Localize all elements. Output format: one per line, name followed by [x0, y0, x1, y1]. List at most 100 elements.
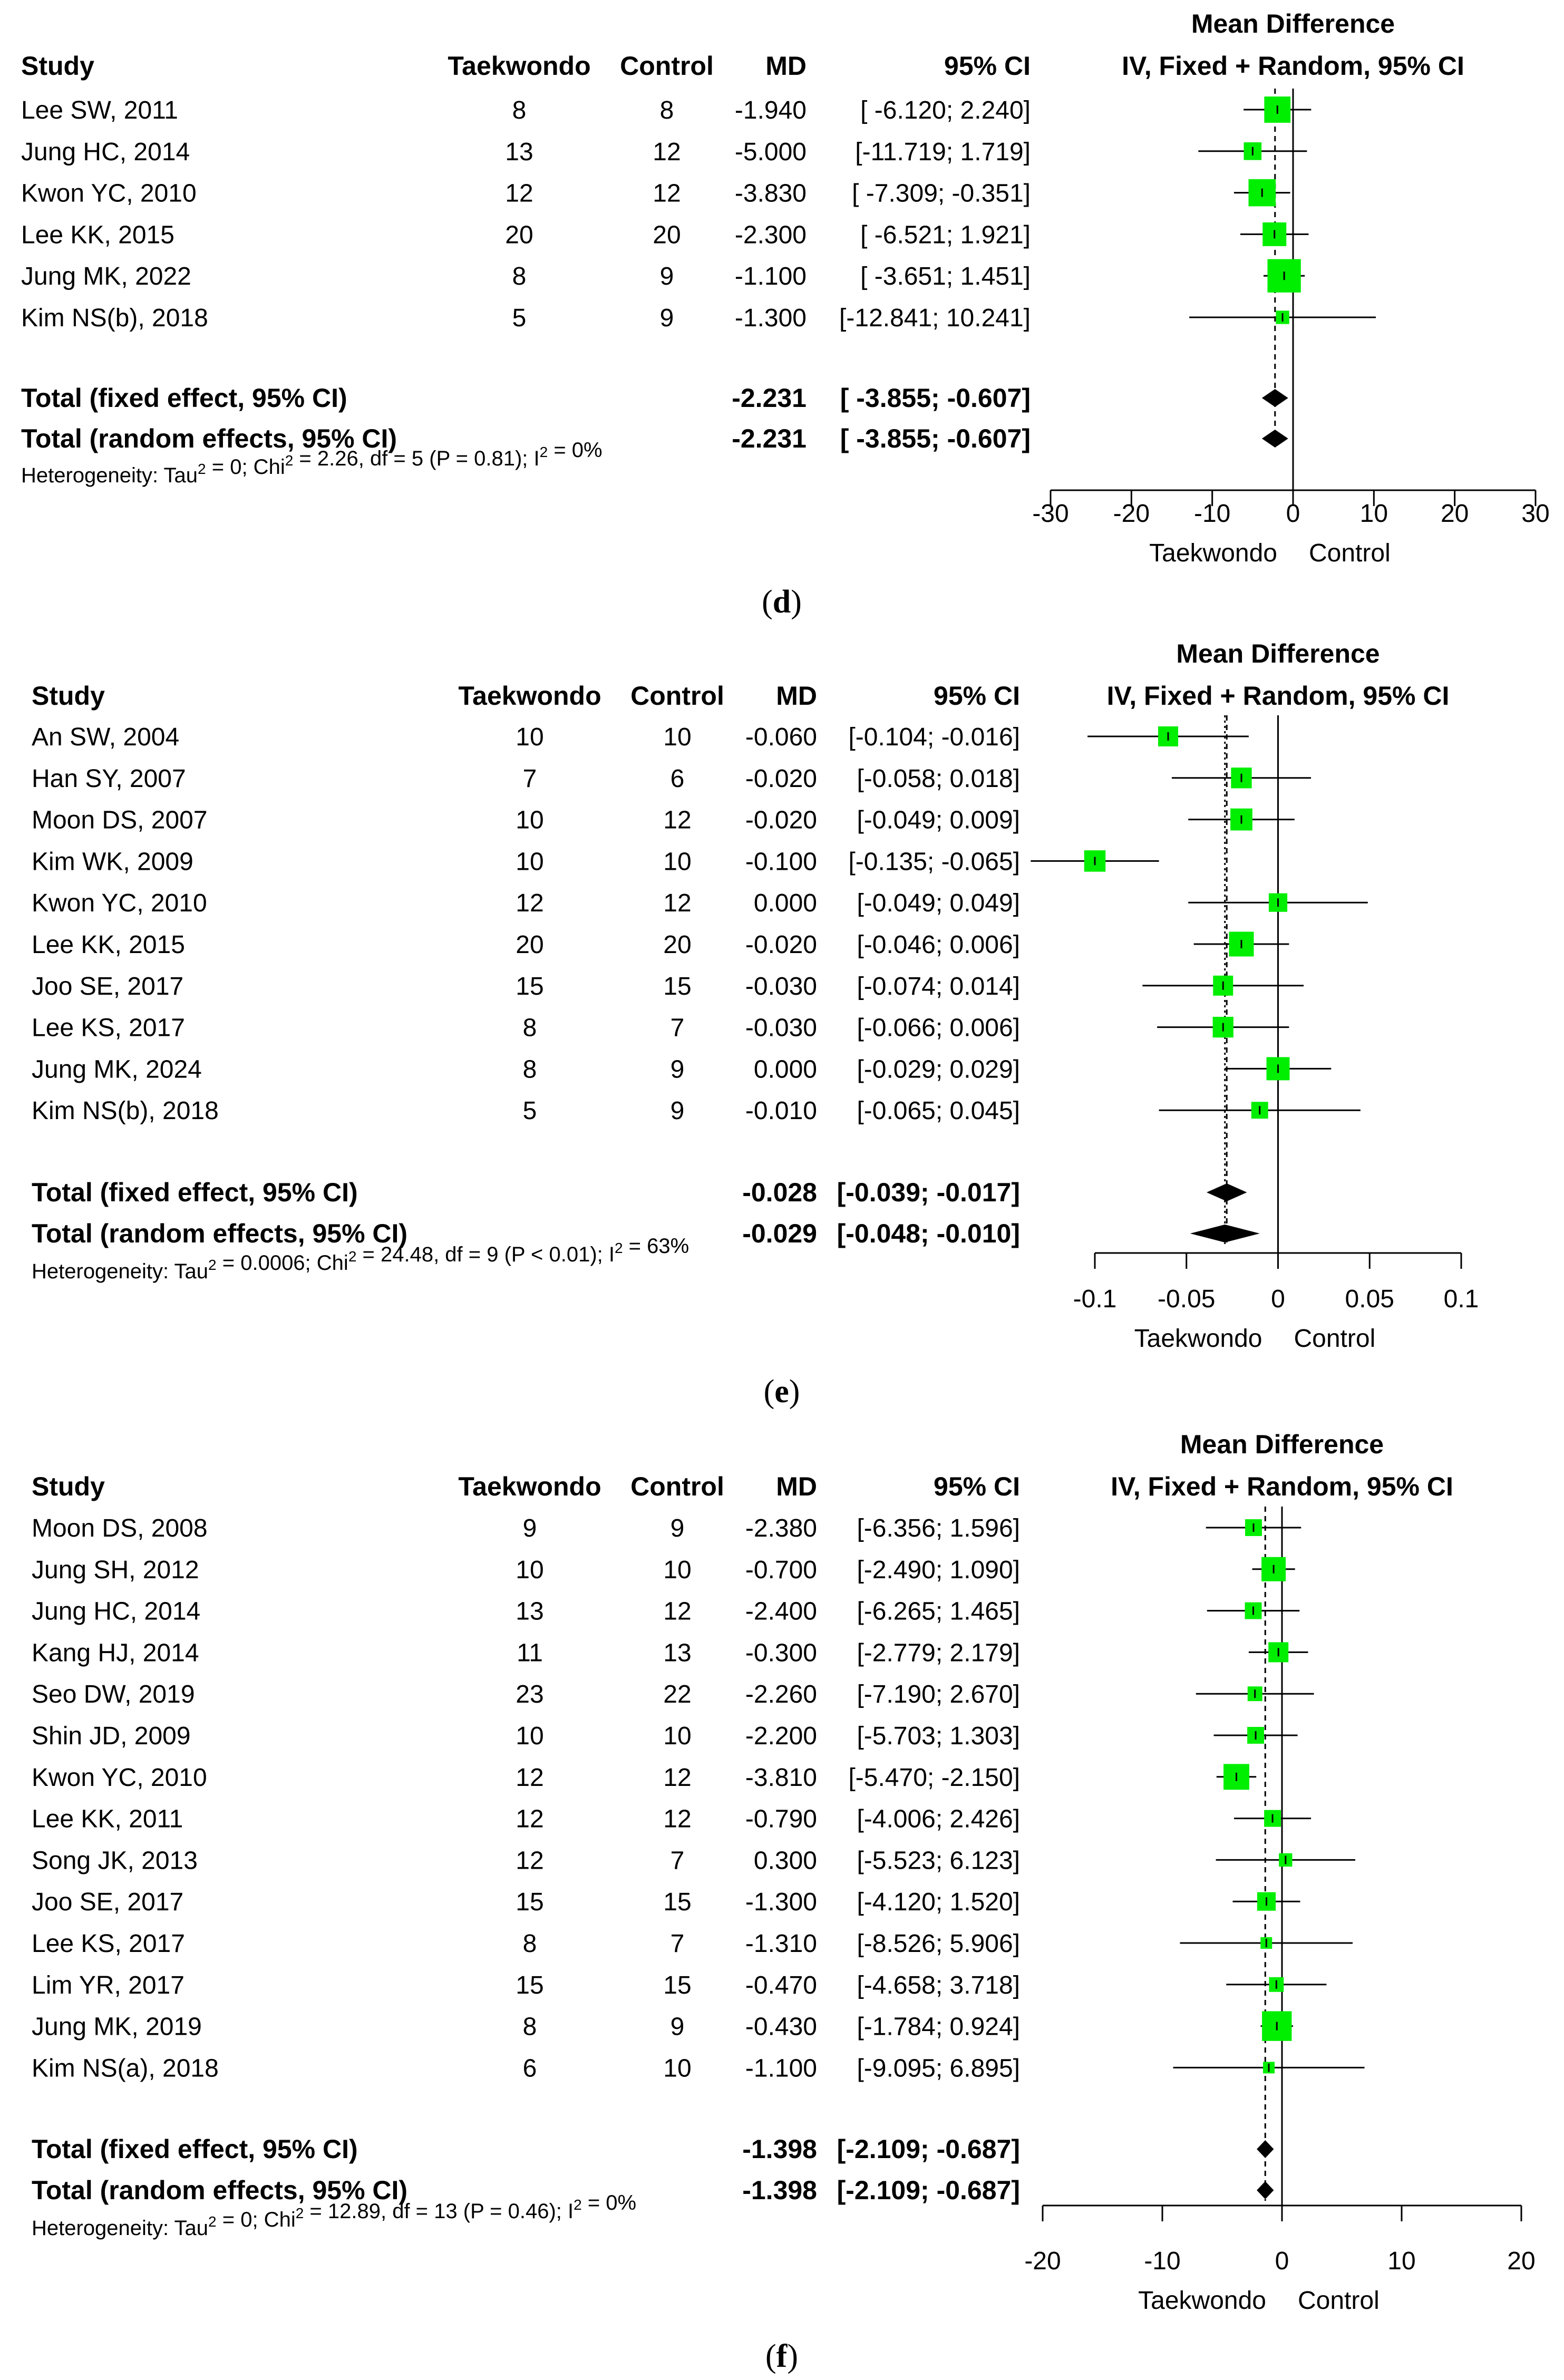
fixed-effect-label: Total (fixed effect, 95% CI)	[21, 383, 347, 413]
caption-letter: d	[773, 584, 791, 620]
study-name: Kim NS(b), 2018	[32, 1097, 219, 1125]
caption-close: )	[789, 1374, 800, 1410]
study-name: Kang HJ, 2014	[32, 1639, 199, 1667]
fixed-effect-diamond	[1206, 1183, 1247, 1201]
superscript: 2	[615, 1240, 623, 1256]
taekwondo-n: 20	[505, 221, 533, 249]
x-label-taekwondo: Taekwondo	[1138, 2287, 1266, 2315]
study-name: Kim NS(b), 2018	[21, 304, 208, 332]
heterogeneity-part: Heterogeneity: Tau	[21, 464, 198, 487]
md-value: -0.030	[745, 973, 817, 1000]
ci-text: [-0.074; 0.014]	[857, 973, 1020, 1000]
caption-open: (	[764, 1374, 775, 1410]
control-n: 9	[671, 1097, 685, 1125]
superscript: 2	[540, 444, 548, 460]
ci-text: [-6.356; 1.596]	[857, 1514, 1020, 1542]
chart-subtitle: IV, Fixed + Random, 95% CI	[1111, 1472, 1453, 1501]
taekwondo-n: 8	[523, 1014, 537, 1042]
study-name: Lee KS, 2017	[32, 1014, 185, 1042]
control-n: 12	[653, 138, 681, 166]
chart-title: Mean Difference	[1180, 1430, 1384, 1459]
control-n: 9	[671, 1055, 685, 1083]
control-n: 12	[663, 1598, 691, 1626]
random-effects-label: Total (random effects, 95% CI)	[32, 1219, 407, 1248]
forest-panel-e: Mean Difference IV, Fixed + Random, 95% C…	[32, 639, 1479, 1410]
ci-text: [-0.066; 0.006]	[857, 1014, 1020, 1042]
ci-text: [-2.490; 1.090]	[857, 1556, 1020, 1584]
x-tick-label: 10	[1360, 500, 1388, 528]
ci-text: [-4.006; 2.426]	[857, 1805, 1020, 1833]
control-n: 10	[663, 848, 691, 876]
md-value: -0.300	[745, 1639, 817, 1667]
superscript: 2	[198, 461, 206, 477]
study-name: Kwon YC, 2010	[32, 889, 207, 917]
control-n: 15	[663, 1888, 691, 1916]
random-effects-md: -1.398	[742, 2175, 817, 2205]
md-value: -1.300	[735, 304, 807, 332]
random-effects-ci: [ -3.855; -0.607]	[840, 424, 1031, 453]
chart-title: Mean Difference	[1191, 9, 1395, 38]
study-name: Lee KS, 2017	[32, 1930, 185, 1958]
md-value: -0.020	[745, 931, 817, 959]
taekwondo-n: 12	[516, 1847, 543, 1874]
md-value: -5.000	[735, 138, 807, 166]
taekwondo-n: 7	[523, 765, 537, 793]
ci-text: [-7.190; 2.670]	[857, 1680, 1020, 1708]
control-n: 10	[663, 2054, 691, 2082]
header-ci: 95% CI	[934, 681, 1020, 711]
control-n: 9	[660, 263, 674, 290]
random-effects-md: -2.231	[732, 424, 807, 453]
x-label-taekwondo: Taekwondo	[1134, 1325, 1262, 1353]
md-value: -0.790	[745, 1805, 817, 1833]
ci-text: [ -6.521; 1.921]	[860, 221, 1031, 249]
random-effects-diamond	[1257, 2181, 1274, 2199]
heterogeneity-part: = 0; Chi	[206, 455, 285, 479]
study-name: Kim NS(a), 2018	[32, 2054, 219, 2082]
header-taekwondo: Taekwondo	[458, 1472, 601, 1501]
x-tick-label: -20	[1024, 2247, 1061, 2275]
md-value: -0.700	[745, 1556, 817, 1584]
study-name: Jung MK, 2024	[32, 1055, 202, 1083]
header-md: MD	[776, 681, 817, 711]
header-study: Study	[21, 51, 94, 81]
header-ci: 95% CI	[944, 51, 1031, 81]
ci-text: [-0.029; 0.029]	[857, 1055, 1020, 1083]
md-value: -0.470	[745, 1971, 817, 1999]
random-effects-label: Total (random effects, 95% CI)	[21, 424, 397, 453]
x-tick-label: -10	[1194, 500, 1230, 528]
header-taekwondo: Taekwondo	[448, 51, 590, 81]
control-n: 12	[653, 180, 681, 208]
taekwondo-n: 8	[512, 263, 527, 290]
superscript: 2	[296, 2205, 304, 2221]
study-name: Shin JD, 2009	[32, 1722, 191, 1750]
taekwondo-n: 8	[523, 1055, 537, 1083]
ci-text: [-9.095; 6.895]	[857, 2054, 1020, 2082]
control-n: 20	[663, 931, 691, 959]
study-name: Jung MK, 2019	[32, 2013, 202, 2041]
study-name: Kwon YC, 2010	[21, 180, 197, 208]
x-tick-label: 0.05	[1345, 1285, 1394, 1313]
study-name: Lee SW, 2011	[21, 96, 178, 124]
control-n: 12	[663, 1764, 691, 1792]
taekwondo-n: 15	[516, 973, 543, 1000]
ci-text: [-0.046; 0.006]	[857, 931, 1020, 959]
fixed-effect-md: -0.028	[742, 1178, 817, 1207]
control-n: 6	[671, 765, 685, 793]
x-tick-label: -0.05	[1158, 1285, 1215, 1313]
fixed-effect-md: -2.231	[732, 383, 807, 413]
md-value: -2.400	[745, 1598, 817, 1626]
study-name: Han SY, 2007	[32, 765, 186, 793]
control-n: 15	[663, 973, 691, 1000]
control-n: 12	[663, 1805, 691, 1833]
control-n: 10	[663, 723, 691, 751]
x-tick-label: -10	[1144, 2247, 1180, 2275]
md-value: -3.830	[735, 180, 807, 208]
control-n: 7	[671, 1930, 685, 1958]
ci-text: [-5.703; 1.303]	[857, 1722, 1020, 1750]
md-value: -0.100	[745, 848, 817, 876]
x-label-control: Control	[1309, 539, 1391, 567]
chart-subtitle: IV, Fixed + Random, 95% CI	[1122, 51, 1464, 81]
md-value: -0.010	[745, 1097, 817, 1125]
caption-close: )	[791, 584, 802, 620]
study-name: An SW, 2004	[32, 723, 179, 751]
